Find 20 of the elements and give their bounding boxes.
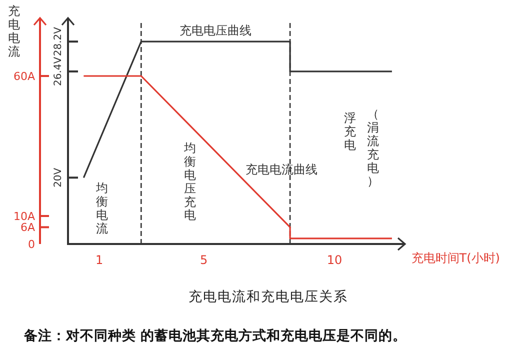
annotation: 均衡电流 [95, 181, 108, 236]
y2-tick-label: 20V [53, 168, 64, 188]
y-tick-label: 60A [13, 70, 36, 83]
annotation: 浮充电 [344, 111, 356, 152]
x-axis-title: 充电时间T(小时) [411, 251, 500, 265]
series-label: 充电电压曲线 [180, 24, 252, 38]
x-tick-label: 5 [200, 253, 208, 267]
y-axis-title: 充电电流 [8, 4, 20, 58]
text: 充电电流和充电电压关系 [188, 289, 348, 305]
text: 备注：对不同种类 的蓄电池其充电方式和充电电压是不同的。 [23, 327, 407, 344]
y2-tick-label: 28.2V [53, 26, 64, 56]
x-tick-label: 10 [326, 253, 342, 267]
y-tick-label: 6A [20, 221, 36, 234]
y2-tick-label: 26.4V [53, 56, 64, 86]
x-tick-label: 1 [96, 253, 104, 267]
y-tick-label: 0 [28, 238, 35, 251]
annotation: （涓流充电） [367, 107, 379, 188]
y-tick-label: 10A [13, 210, 36, 223]
annotation: 均衡电压充电 [183, 141, 196, 222]
series-label: 充电电流曲线 [246, 162, 318, 177]
